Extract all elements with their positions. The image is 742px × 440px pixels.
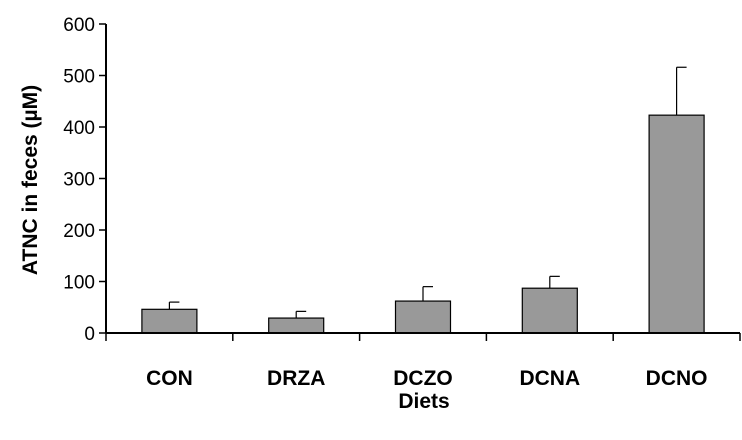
y-tick-label: 200 bbox=[63, 221, 95, 242]
category-label-drza: DRZA bbox=[267, 367, 325, 390]
bar-dczo bbox=[394, 300, 452, 334]
category-label-dcno: DCNO bbox=[646, 367, 708, 390]
error-bars bbox=[168, 66, 687, 319]
y-tick-label: 400 bbox=[63, 118, 95, 139]
y-tick-label: 500 bbox=[63, 67, 95, 88]
category-label-con: CON bbox=[146, 367, 193, 390]
y-tick-label: 300 bbox=[63, 170, 95, 191]
category-label-dczo: DCZO bbox=[393, 367, 453, 390]
y-axis-ticks: 0 100 200 300 400 500 600 bbox=[63, 15, 106, 345]
y-axis-title: ATNC in feces (µM) bbox=[19, 85, 42, 275]
bar-dcna bbox=[521, 287, 578, 334]
bar-dcno bbox=[648, 114, 705, 334]
bar-con bbox=[141, 308, 198, 334]
y-tick-label: 600 bbox=[63, 15, 95, 36]
bar-drza bbox=[268, 317, 325, 334]
x-axis-ticks: CON DRZA DCZO DCNA DCNO bbox=[105, 333, 741, 390]
y-tick-label: 100 bbox=[63, 273, 95, 294]
y-tick-label: 0 bbox=[84, 324, 95, 345]
axes bbox=[105, 24, 740, 334]
category-label-dcna: DCNA bbox=[519, 367, 580, 390]
x-axis-title: Diets bbox=[398, 390, 449, 413]
